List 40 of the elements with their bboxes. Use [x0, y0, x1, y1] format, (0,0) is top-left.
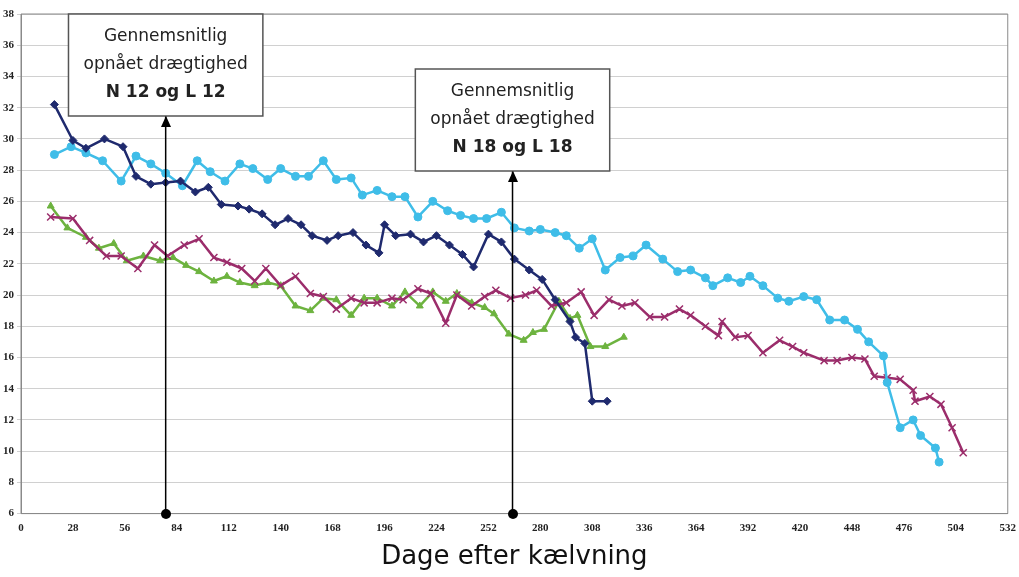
x-tick-label: 56	[119, 521, 131, 534]
x-tick-label: 308	[584, 521, 602, 534]
x-tick-label: 112	[220, 521, 238, 534]
x-tick-label: 224	[428, 521, 446, 534]
x-tick-label: 140	[272, 521, 290, 534]
x-tick-label: 448	[843, 521, 861, 534]
x-tick-label: 420	[791, 521, 809, 534]
x-tick-label: 84	[171, 521, 183, 534]
y-tick-label: 18	[3, 319, 15, 332]
x-tick-label: 364	[687, 521, 705, 534]
x-axis-title: Dage efter kælvning	[381, 540, 648, 571]
ref-line-label: Gennemsnitlig opnået drægtighed N 18 og L 18	[430, 80, 595, 157]
y-tick-label: 12	[3, 412, 15, 425]
x-tick-label: 336	[635, 521, 653, 534]
x-tick-label: 196	[376, 521, 394, 534]
x-tick-label: 0	[18, 521, 25, 534]
y-tick-label: 30	[3, 131, 15, 144]
y-tick-label: 14	[3, 381, 15, 394]
y-tick-label: 16	[3, 350, 15, 363]
y-tick-label: 10	[3, 443, 15, 456]
y-tick-label: 38	[3, 6, 15, 19]
y-tick-label: 8	[8, 475, 15, 488]
x-tick-label: 476	[895, 521, 913, 534]
y-tick-label: 34	[3, 69, 15, 82]
x-tick-label: 28	[67, 521, 79, 534]
y-tick-label: 32	[3, 100, 15, 113]
y-tick-label: 36	[3, 38, 15, 51]
y-tick-label: 24	[3, 225, 15, 238]
x-tick-label: 532	[999, 521, 1017, 534]
y-tick-label: 20	[3, 287, 15, 300]
x-tick-label: 280	[532, 521, 550, 534]
ref-line-label: Gennemsnitlig opnået drægtighed N 12 og L 12	[83, 25, 248, 102]
x-tick-label: 504	[947, 521, 965, 534]
x-tick-label: 168	[324, 521, 342, 534]
x-tick-label: 392	[739, 521, 757, 534]
y-tick-label: 28	[3, 162, 15, 175]
y-tick-label: 26	[3, 194, 15, 207]
y-tick-label: 6	[8, 506, 15, 519]
y-tick-label: 22	[3, 256, 15, 269]
x-tick-label: 252	[480, 521, 498, 534]
